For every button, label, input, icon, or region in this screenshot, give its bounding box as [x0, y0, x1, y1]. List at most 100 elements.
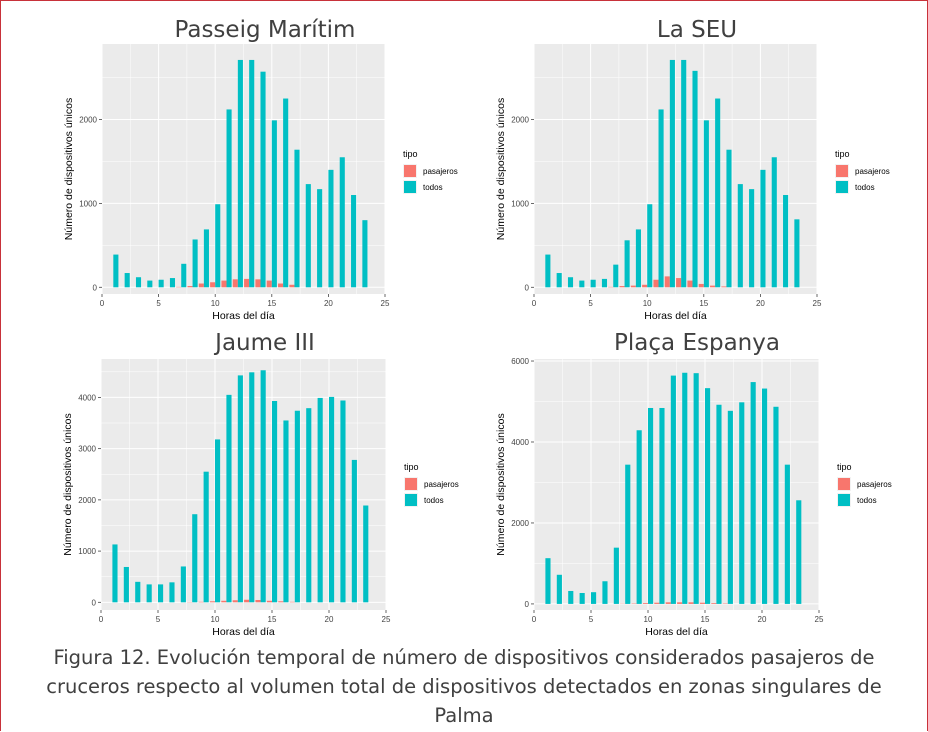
x-tick-label: 20 [756, 299, 765, 308]
bar-todos [340, 400, 346, 603]
bar-todos [568, 590, 574, 604]
x-tick-label: 0 [100, 299, 105, 308]
bar-pasajeros [278, 283, 284, 288]
bar-todos [362, 220, 368, 288]
bar-pasajeros [244, 278, 250, 288]
bar-pasajeros [232, 279, 238, 288]
bar-todos [306, 408, 312, 603]
bar-todos [739, 402, 745, 604]
bar-todos [305, 184, 311, 288]
bar-todos [294, 149, 300, 288]
bar-todos [272, 401, 278, 603]
legend-swatch-todos [838, 494, 850, 506]
x-tick-label: 5 [156, 299, 161, 308]
bar-todos [669, 59, 675, 288]
bar-todos [682, 372, 688, 604]
x-tick-label: 15 [268, 615, 277, 624]
bar-todos [113, 254, 119, 288]
bar-pasajeros [266, 600, 272, 603]
x-tick-label: 25 [382, 615, 391, 624]
y-axis-title: Número de dispositivos únicos [63, 98, 75, 240]
y-tick-label: 1000 [78, 547, 96, 556]
y-tick-label: 1000 [79, 199, 97, 208]
bar-todos [681, 59, 687, 288]
chart-panel-2: 0 5 10 15 20 25 0 1000 2000 La SEU Horas del día Nú… [495, 17, 890, 322]
bar-pasajeros [289, 284, 295, 288]
bar-pasajeros [232, 600, 238, 603]
x-axis-title: Horas del día [212, 310, 275, 322]
y-tick-label: 0 [525, 600, 530, 609]
bar-todos [181, 263, 187, 288]
legend-label-todos: todos [424, 496, 444, 505]
y-axis-title: Número de dispositivos únicos [495, 98, 507, 240]
bar-todos [158, 279, 164, 288]
bar-pasajeros [688, 602, 694, 604]
chart-panel-4: 0 5 10 15 20 25 0 2000 4000 6000 Plaça Espanya Hora… [495, 330, 892, 638]
bar-todos [249, 372, 255, 603]
legend-title: tipo [404, 462, 419, 472]
bar-todos [203, 229, 209, 288]
bar-pasajeros [278, 601, 284, 603]
bar-todos [192, 514, 198, 603]
y-tick-label: 2000 [78, 496, 96, 505]
legend-label-pasajeros: pasajeros [857, 480, 892, 489]
bar-todos [602, 581, 608, 604]
bar-todos [705, 388, 711, 604]
bar-todos [363, 505, 369, 603]
legend-swatch-pasajeros [404, 165, 416, 177]
legend-title: tipo [835, 149, 850, 159]
x-tick-label: 20 [325, 615, 334, 624]
x-axis-title: Horas del día [645, 626, 708, 638]
bar-todos [579, 592, 585, 604]
bar-todos [112, 544, 118, 603]
bar-todos [567, 277, 574, 288]
bar-pasajeros [630, 285, 636, 288]
bar-todos [556, 273, 562, 288]
x-tick-label: 5 [156, 615, 161, 624]
bar-pasajeros [710, 285, 716, 288]
y-tick-label: 0 [93, 283, 98, 292]
bar-pasajeros [255, 279, 261, 288]
bar-todos [692, 70, 698, 288]
bar-todos [237, 59, 243, 288]
bar-todos [715, 98, 721, 288]
bar-todos [726, 149, 732, 288]
bar-pasajeros [619, 286, 625, 288]
bar-todos [601, 278, 608, 288]
x-tick-label: 20 [758, 615, 767, 624]
bar-todos [317, 189, 323, 288]
bar-pasajeros [711, 603, 717, 604]
legend-label-todos: todos [855, 183, 875, 192]
legend-swatch-todos [836, 181, 848, 193]
chart-title: La SEU [657, 17, 737, 43]
bar-todos [613, 547, 619, 604]
x-tick-label: 15 [267, 299, 276, 308]
legend-swatch-todos [405, 494, 417, 506]
chart-panel-3: 0 5 10 15 20 25 0 1000 2000 3000 4000 Jaume III Hora… [62, 330, 459, 638]
bar-todos [760, 169, 766, 288]
x-tick-label: 25 [813, 299, 822, 308]
bar-todos [545, 254, 551, 288]
bar-todos [648, 407, 654, 604]
bar-todos [636, 430, 642, 604]
bar-todos [737, 184, 743, 288]
bar-todos [750, 382, 756, 604]
bar-pasajeros [221, 600, 227, 603]
bar-pasajeros [266, 280, 272, 288]
legend-label-todos: todos [423, 183, 443, 192]
bar-todos [771, 157, 777, 288]
bar-todos [591, 592, 597, 604]
bar-todos [249, 59, 255, 288]
bar-todos [545, 558, 551, 604]
legend-label-pasajeros: pasajeros [855, 167, 890, 176]
bar-todos [625, 464, 631, 604]
bar-todos [796, 500, 802, 604]
chart-title: Jaume III [213, 330, 315, 356]
bar-todos [613, 264, 619, 288]
legend-label-pasajeros: pasajeros [423, 167, 458, 176]
bar-pasajeros [187, 286, 193, 288]
bar-todos [203, 471, 209, 603]
bar-todos [693, 373, 699, 604]
bar-todos [329, 396, 335, 603]
x-tick-label: 5 [588, 299, 593, 308]
